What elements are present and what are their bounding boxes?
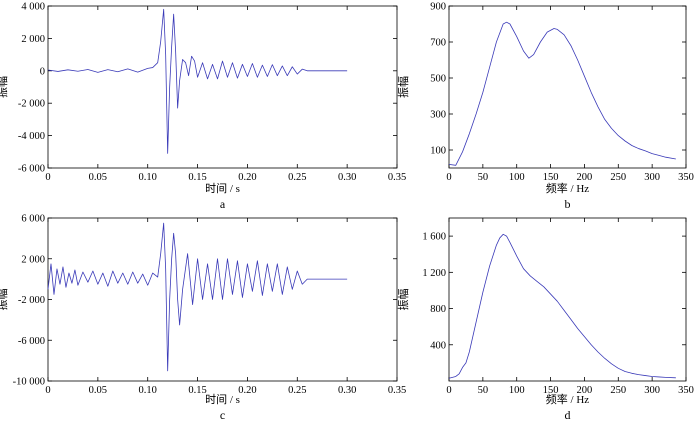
y-tick-label: -2 000 — [18, 99, 45, 110]
series-line-b-0 — [448, 21, 676, 166]
y-tick-label: -10 000 — [13, 377, 45, 388]
chart-panel-b: 0 50 100 150 200 250 300 350 100 300 500 700 900 频率 /… — [396, 2, 694, 212]
y-tick-label: -2 000 — [18, 295, 45, 306]
x-tick-label: 200 — [577, 385, 593, 396]
x-tick-label: 100 — [509, 172, 525, 183]
x-tick-label: 300 — [644, 385, 660, 396]
plot-frame — [448, 5, 687, 169]
x-tick-label: 0.35 — [388, 385, 406, 396]
x-tick-label: 0.05 — [89, 172, 107, 183]
x-tick-label: 0 — [45, 385, 50, 396]
x-axis-label: 时间 / s — [205, 393, 240, 406]
x-tick-label: 0.10 — [139, 385, 157, 396]
x-tick-label: 0.25 — [288, 172, 306, 183]
x-tick-label: 0.20 — [238, 385, 256, 396]
x-axis-label: 频率 / Hz — [546, 392, 589, 406]
y-tick-label: 100 — [430, 146, 446, 157]
panel-label: a — [220, 197, 226, 211]
x-tick-label: 0.30 — [338, 172, 356, 183]
x-tick-label: 0.15 — [188, 172, 206, 183]
y-tick-label: 1 200 — [422, 268, 446, 279]
series-line-c-0 — [47, 222, 348, 372]
y-tick-label: 800 — [430, 304, 446, 315]
x-tick-label: 0 — [446, 172, 451, 183]
x-tick-label: 150 — [543, 385, 559, 396]
x-tick-label: 350 — [678, 172, 694, 183]
x-tick-label: 0 — [446, 385, 451, 396]
x-tick-label: 0.35 — [388, 172, 406, 183]
x-axis-label: 时间 / s — [205, 182, 240, 195]
x-tick-label: 350 — [678, 385, 694, 396]
series-line-d-0 — [448, 233, 676, 379]
panel-label: c — [220, 408, 225, 422]
x-axis-label: 频率 / Hz — [546, 181, 589, 195]
x-tick-label: 150 — [543, 172, 559, 183]
series-line-a-0 — [47, 8, 348, 154]
x-tick-label: 200 — [577, 172, 593, 183]
x-tick-label: 0.20 — [238, 172, 256, 183]
y-tick-label: 300 — [430, 110, 446, 121]
y-axis-label: 振幅 — [0, 289, 9, 311]
x-tick-label: 0.30 — [338, 385, 356, 396]
y-tick-label: -6 000 — [18, 336, 45, 347]
chart-panel-c: 0 0.05 0.10 0.15 0.20 0.25 0.30 0.35 -10 000 -6 0… — [0, 214, 406, 423]
x-tick-label: 50 — [478, 172, 489, 183]
y-tick-label: -4 000 — [18, 131, 45, 142]
y-tick-label: -6 000 — [18, 164, 45, 175]
chart-panel-a: 0 0.05 0.10 0.15 0.20 0.25 0.30 0.35 -6 000 -4 00… — [0, 2, 406, 212]
x-tick-label: 0.25 — [288, 385, 306, 396]
x-tick-label: 0.15 — [188, 385, 206, 396]
y-tick-label: 500 — [430, 74, 446, 85]
y-tick-label: 6 000 — [21, 214, 45, 225]
y-tick-label: 700 — [430, 38, 446, 49]
x-tick-label: 50 — [478, 385, 489, 396]
plot-frame — [448, 217, 687, 382]
panel-label: d — [565, 408, 571, 422]
x-tick-label: 300 — [644, 172, 660, 183]
y-tick-label: 400 — [430, 340, 446, 351]
x-tick-label: 250 — [610, 172, 626, 183]
panel-label: b — [565, 197, 571, 211]
y-tick-label: 1 600 — [422, 232, 446, 243]
x-tick-label: 0.05 — [89, 385, 107, 396]
y-tick-label: 900 — [430, 2, 446, 13]
plot-frame — [47, 5, 398, 169]
y-tick-label: 2 000 — [21, 34, 45, 45]
x-tick-label: 0.10 — [139, 172, 157, 183]
x-tick-label: 0 — [45, 172, 50, 183]
x-tick-label: 250 — [610, 385, 626, 396]
y-axis-label: 振幅 — [396, 289, 410, 311]
chart-panel-d: 0 50 100 150 200 250 300 350 400 800 1 200 1 600 频率 … — [396, 217, 694, 422]
y-tick-label: 0 — [40, 66, 45, 77]
y-axis-label: 振幅 — [0, 76, 9, 98]
x-tick-label: 100 — [509, 385, 525, 396]
y-tick-label: 4 000 — [21, 2, 45, 13]
y-axis-label: 振幅 — [396, 76, 410, 98]
y-tick-label: 2 000 — [21, 254, 45, 265]
